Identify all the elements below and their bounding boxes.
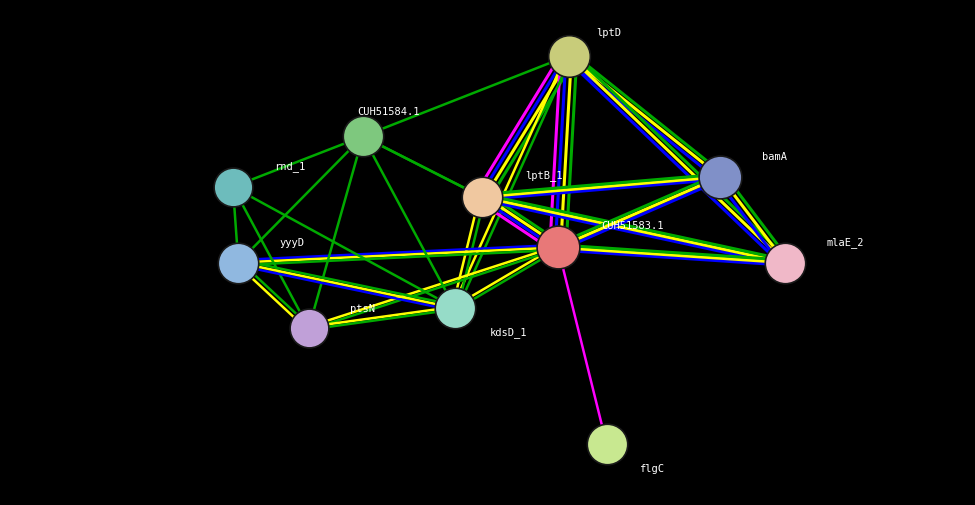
Point xyxy=(550,243,566,251)
Point xyxy=(225,183,241,191)
Text: mlaE_2: mlaE_2 xyxy=(827,237,864,248)
Point xyxy=(474,193,489,201)
Text: ptsN: ptsN xyxy=(350,304,375,314)
Text: yyyD: yyyD xyxy=(280,238,304,248)
Text: CUH51584.1: CUH51584.1 xyxy=(358,107,420,117)
Point xyxy=(778,259,794,267)
Point xyxy=(599,440,614,448)
Point xyxy=(355,132,370,140)
Point xyxy=(713,173,728,181)
Point xyxy=(561,52,576,60)
Text: lptD: lptD xyxy=(596,28,621,38)
Text: rnd_1: rnd_1 xyxy=(274,161,305,172)
Point xyxy=(448,304,463,312)
Text: CUH51583.1: CUH51583.1 xyxy=(602,221,664,231)
Text: flgC: flgC xyxy=(640,464,664,474)
Text: lptB_1: lptB_1 xyxy=(526,170,563,181)
Point xyxy=(230,259,246,267)
Point xyxy=(301,324,317,332)
Text: kdsD_1: kdsD_1 xyxy=(489,327,527,338)
Text: bamA: bamA xyxy=(761,152,787,162)
